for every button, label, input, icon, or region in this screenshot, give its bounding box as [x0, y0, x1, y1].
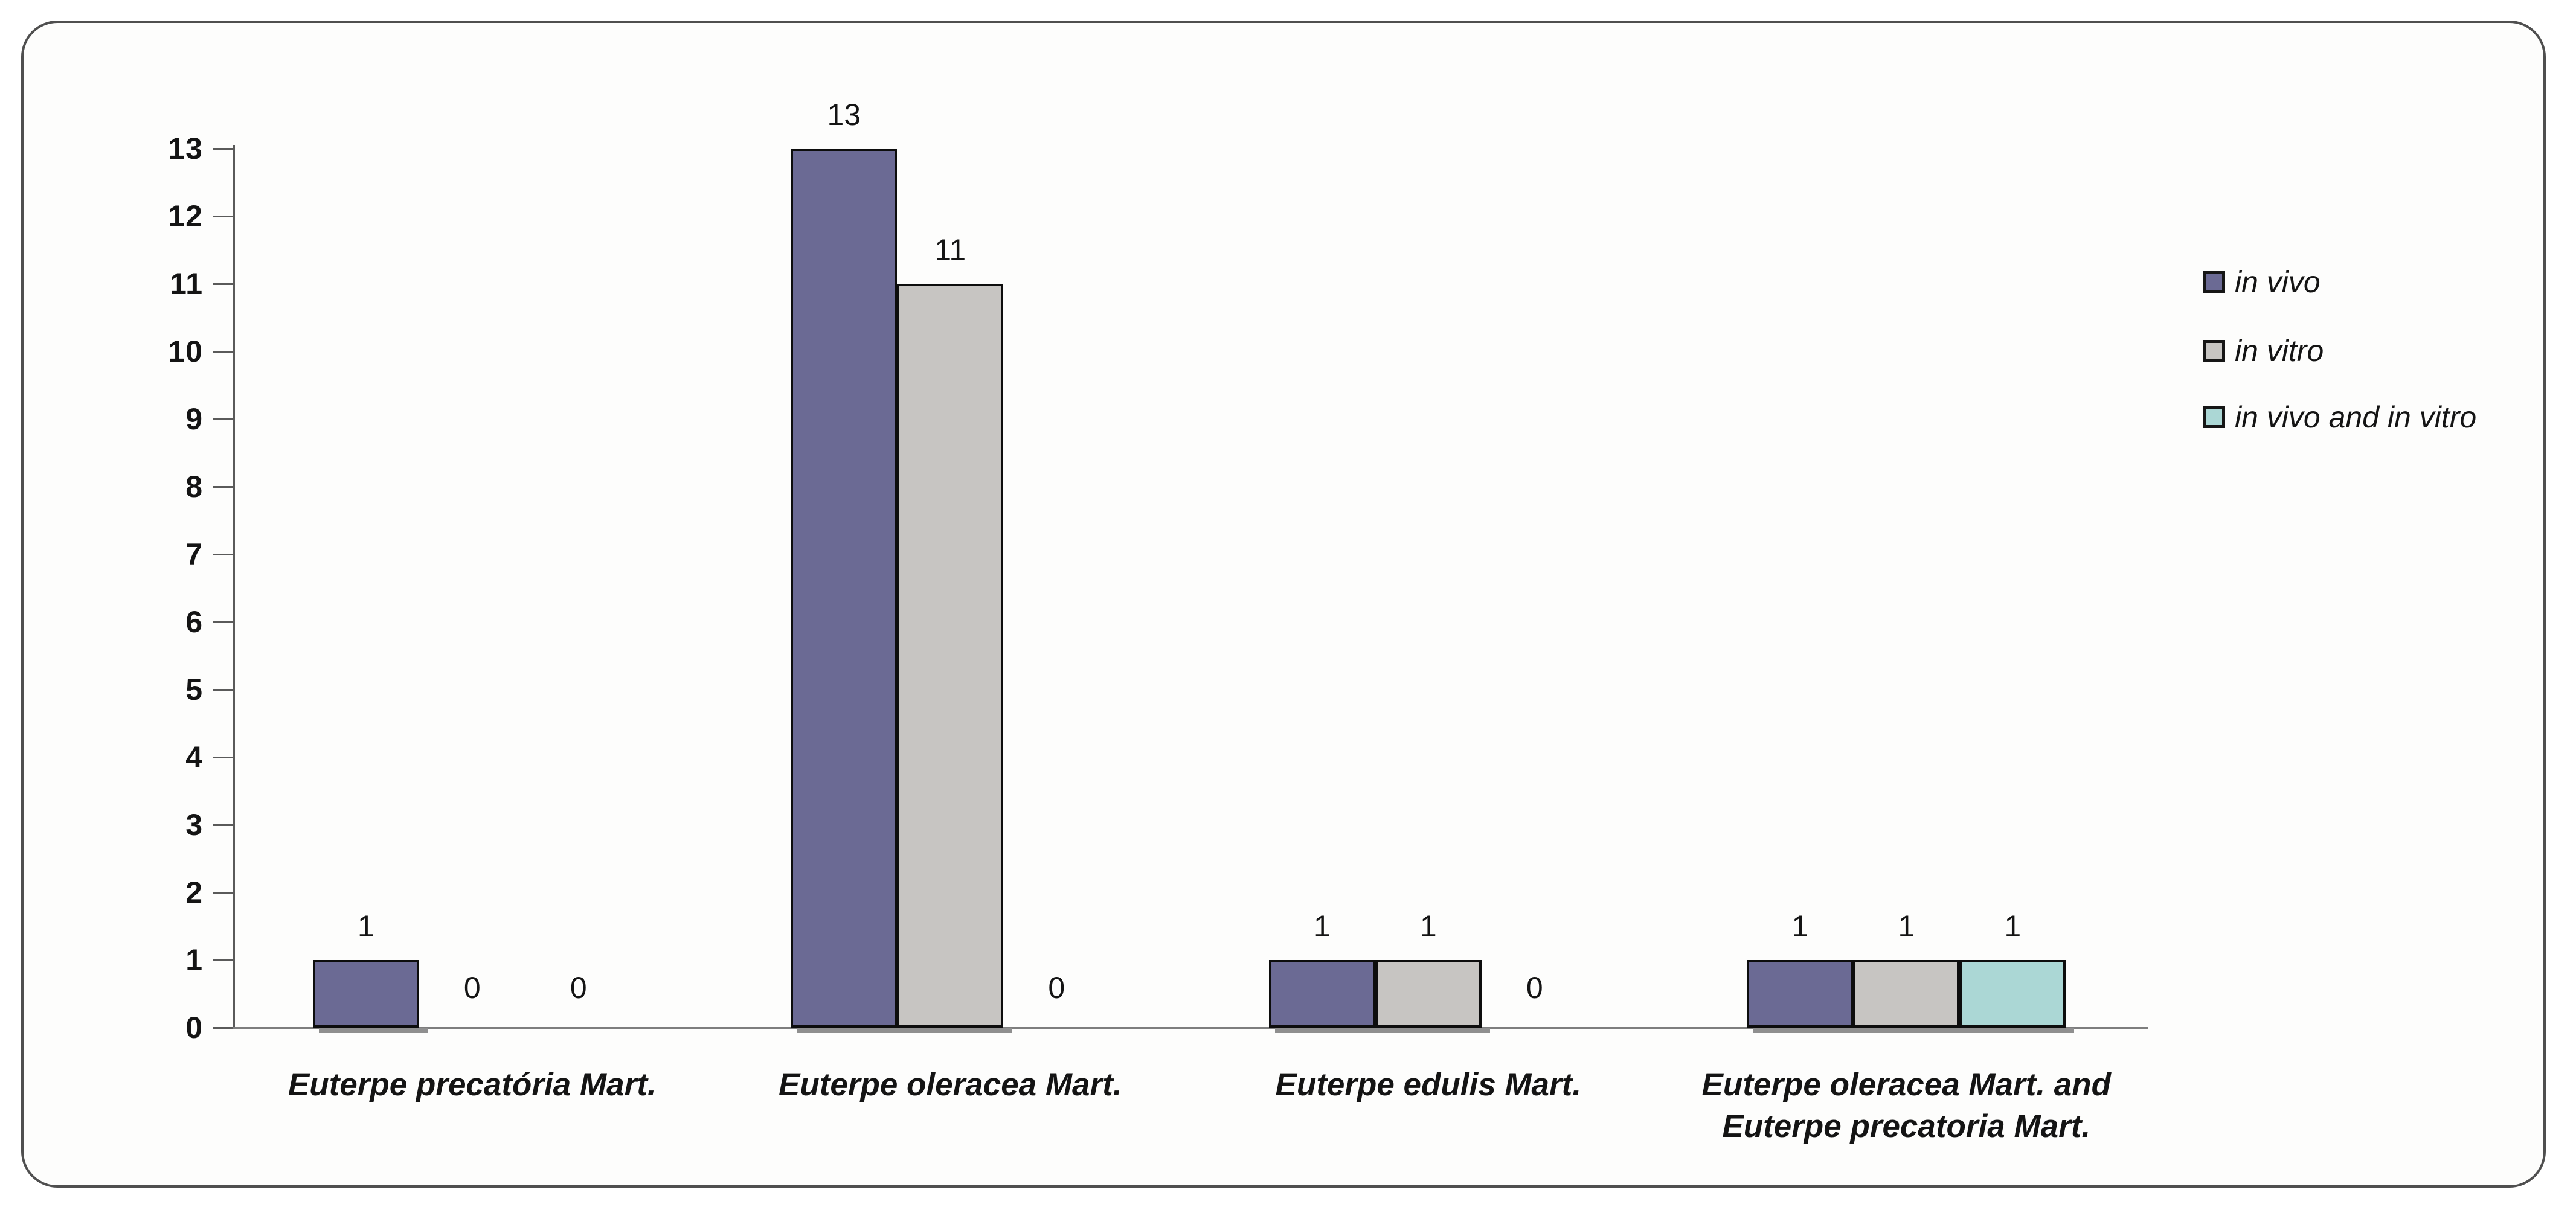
y-tick-mark	[213, 892, 233, 894]
y-tick-label: 5	[185, 673, 203, 706]
y-tick-label: 6	[185, 605, 203, 639]
y-tick-label: 12	[168, 199, 203, 233]
bar-shadow	[318, 1028, 428, 1033]
bar-value-label: 13	[827, 98, 861, 132]
bar	[897, 284, 1004, 1028]
legend-label: in vivo and in vitro	[2235, 400, 2477, 434]
y-tick-label: 0	[185, 1011, 203, 1045]
bar-value-label: 1	[357, 909, 374, 943]
y-tick-mark	[213, 689, 233, 691]
y-tick-label: 2	[185, 875, 203, 909]
bar-shadow	[1965, 1028, 2075, 1033]
y-tick-mark	[213, 216, 233, 217]
bar-value-label: 1	[1313, 909, 1331, 943]
bar-value-label: 1	[2004, 909, 2022, 943]
legend-swatch-icon	[2203, 406, 2225, 428]
bar-shadow	[1859, 1028, 1968, 1033]
bar-value-label: 0	[570, 971, 587, 1005]
y-tick-label: 8	[185, 470, 203, 504]
x-axis-line	[233, 1027, 2148, 1029]
bar	[1375, 960, 1482, 1028]
category-label-line: Euterpe oleracea Mart. and	[1701, 1067, 2111, 1103]
bar	[1268, 960, 1375, 1028]
bar	[312, 960, 419, 1028]
y-tick-mark	[213, 486, 233, 488]
bar-value-label: 1	[1791, 909, 1809, 943]
y-tick-label: 9	[185, 402, 203, 436]
legend-swatch-icon	[2203, 340, 2225, 362]
bar	[1853, 960, 1960, 1028]
category-label: Euterpe oleracea Mart.	[660, 1064, 1240, 1106]
bar	[1747, 960, 1854, 1028]
y-tick-mark	[213, 621, 233, 623]
bar	[791, 149, 898, 1028]
bar-shadow	[1753, 1028, 1862, 1033]
bar-value-label: 1	[1419, 909, 1437, 943]
y-tick-mark	[213, 959, 233, 961]
category-label: Euterpe edulis Mart.	[1139, 1064, 1718, 1106]
legend-item: in vitro	[2203, 335, 2324, 367]
category-label: Euterpe oleracea Mart. and Euterpe precat…	[1616, 1064, 2196, 1147]
y-tick-label: 1	[185, 943, 203, 977]
bar-value-label: 1	[1898, 909, 1915, 943]
category-label-line: Euterpe precatoria Mart.	[1722, 1109, 2091, 1144]
legend-label: in vivo	[2235, 265, 2321, 299]
legend-item: in vivo and in vitro	[2203, 401, 2476, 434]
bar-shadow	[797, 1028, 906, 1033]
bar	[1959, 960, 2066, 1028]
bar-shadow	[1381, 1028, 1490, 1033]
y-tick-mark	[213, 283, 233, 285]
y-tick-label: 7	[185, 537, 203, 571]
legend-label: in vitro	[2235, 334, 2324, 368]
bar-value-label: 0	[463, 971, 481, 1005]
category-label-line: Euterpe edulis Mart.	[1275, 1067, 1582, 1103]
y-tick-label: 10	[168, 335, 203, 368]
y-tick-mark	[213, 554, 233, 555]
bar-value-label: 0	[1526, 971, 1543, 1005]
y-tick-label: 4	[185, 740, 203, 774]
y-tick-mark	[213, 148, 233, 150]
y-tick-mark	[213, 824, 233, 826]
y-tick-mark	[213, 757, 233, 758]
y-tick-mark	[213, 418, 233, 420]
category-label-line: Euterpe precatória Mart.	[287, 1067, 657, 1103]
y-tick-label: 11	[170, 267, 203, 301]
legend-swatch-icon	[2203, 271, 2225, 293]
category-label: Euterpe precatória Mart.	[182, 1064, 762, 1106]
bar-value-label: 0	[1048, 971, 1065, 1005]
y-tick-label: 3	[185, 808, 203, 842]
bar-value-label: 11	[934, 233, 966, 267]
bar-shadow	[903, 1028, 1012, 1033]
y-axis-line	[233, 145, 235, 1029]
legend-item: in vivo	[2203, 266, 2321, 298]
bar-shadow	[1274, 1028, 1384, 1033]
y-tick-label: 13	[168, 132, 203, 165]
y-tick-mark	[213, 351, 233, 353]
category-label-line: Euterpe oleracea Mart.	[778, 1067, 1122, 1103]
y-tick-mark	[213, 1027, 233, 1029]
